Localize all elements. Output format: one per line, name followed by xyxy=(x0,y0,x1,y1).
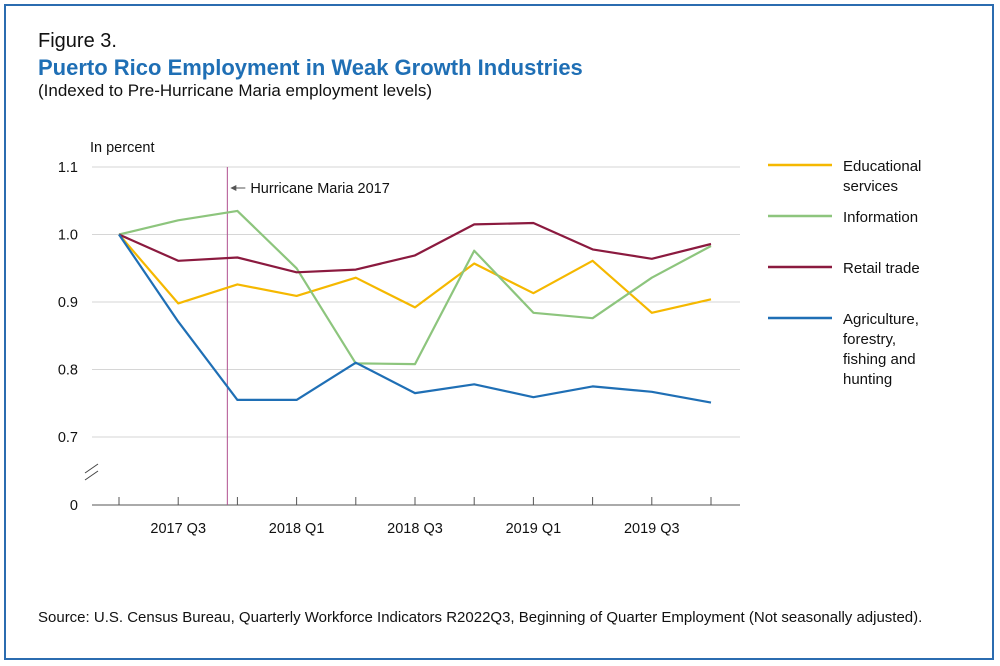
chart-subtitle: (Indexed to Pre-Hurricane Maria employme… xyxy=(38,81,432,100)
series-line xyxy=(118,233,712,314)
y-tick-label: 0.9 xyxy=(58,295,78,311)
y-tick-label: 0.8 xyxy=(58,363,78,379)
y-tick-label: 0.7 xyxy=(58,430,78,446)
x-tick-label: 2017 Q3 xyxy=(150,521,206,537)
chart-title: Puerto Rico Employment in Weak Growth In… xyxy=(38,55,583,80)
axis-break-mark xyxy=(84,463,99,474)
legend-label: fishing and xyxy=(843,351,916,368)
y-tick-label: 0 xyxy=(70,498,78,514)
y-tick-label: 1.0 xyxy=(58,228,78,244)
legend-label: services xyxy=(843,178,898,195)
legend-label: Retail trade xyxy=(843,260,920,277)
series-line xyxy=(118,209,712,366)
legend-label: Educational xyxy=(843,158,921,175)
legend-label: forestry, xyxy=(843,331,896,348)
figure-frame xyxy=(4,4,994,660)
series-line xyxy=(118,233,712,404)
legend-label: hunting xyxy=(843,371,892,388)
source-note: Source: U.S. Census Bureau, Quarterly Wo… xyxy=(38,609,923,626)
figure-label: Figure 3. xyxy=(38,30,117,52)
legend-label: Agriculture, xyxy=(843,311,919,328)
axis-break-mark xyxy=(84,470,99,481)
legend-label: Information xyxy=(843,209,918,226)
x-tick-label: 2018 Q1 xyxy=(269,521,325,537)
series-line xyxy=(118,221,712,274)
y-axis-label: In percent xyxy=(90,140,155,156)
x-tick-label: 2019 Q1 xyxy=(506,521,562,537)
annotation-arrowhead xyxy=(230,185,237,191)
y-tick-label: 1.1 xyxy=(58,160,78,176)
annotation-label: Hurricane Maria 2017 xyxy=(250,181,389,197)
x-tick-label: 2019 Q3 xyxy=(624,521,680,537)
x-tick-label: 2018 Q3 xyxy=(387,521,443,537)
